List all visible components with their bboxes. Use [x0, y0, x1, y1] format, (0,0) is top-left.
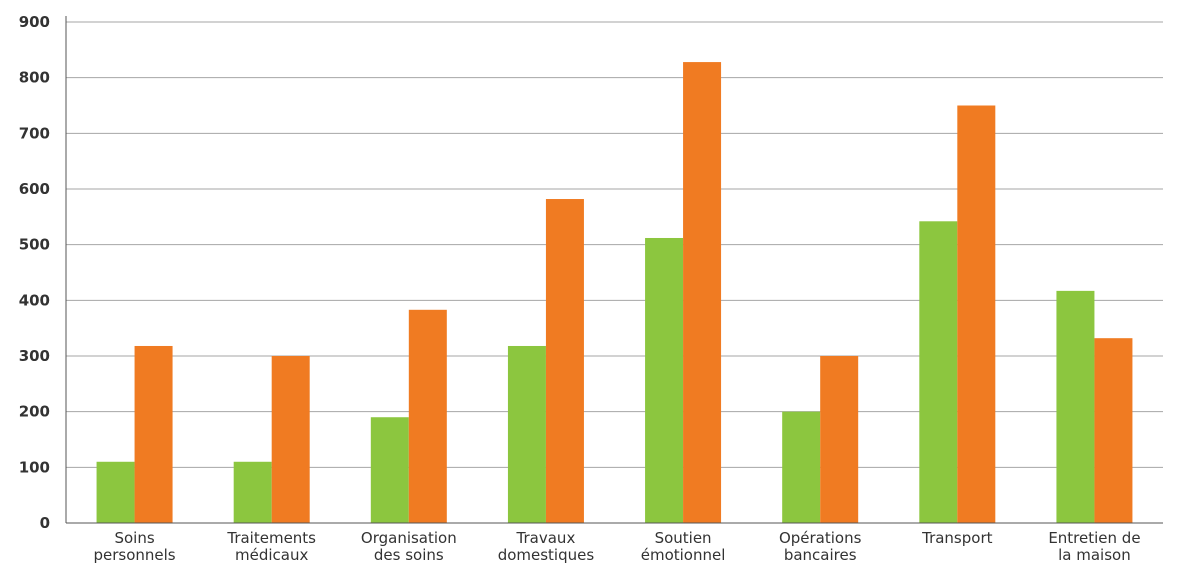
- x-tick-label-line: des soins: [374, 546, 444, 564]
- x-tick-label: Traitements médicaux: [226, 529, 316, 564]
- bar-series2-cat6: [820, 356, 859, 523]
- bar-series1-cat6: [782, 411, 821, 523]
- bars: [96, 62, 1133, 524]
- x-tick-label-line: Traitements: [226, 529, 316, 547]
- bar-series1-cat2: [233, 461, 272, 523]
- x-axis-ticks: Soins personnels Traitements médicaux Organi…: [93, 529, 1140, 564]
- x-tick-label-line: Travaux: [516, 529, 576, 547]
- axes: [65, 16, 1163, 524]
- bar-series2-cat2: [271, 356, 310, 523]
- x-tick-label-line: domestiques: [498, 546, 595, 564]
- x-tick-label: Entretien de la maison: [1048, 529, 1140, 564]
- y-tick-label: 900: [19, 13, 50, 31]
- y-tick-label: 700: [19, 124, 50, 142]
- y-tick-label: 400: [19, 291, 50, 309]
- x-tick-label: Organisation des soins: [361, 529, 457, 564]
- bar-series2-cat4: [545, 199, 584, 523]
- bar-series1-cat1: [96, 461, 135, 523]
- bar-series2-cat7: [957, 105, 996, 523]
- y-tick-label: 800: [19, 69, 50, 87]
- x-tick-label-line: personnels: [93, 546, 175, 564]
- x-tick-label: Soutien émotionnel: [641, 529, 726, 564]
- bar-series2-cat3: [408, 309, 447, 523]
- y-tick-label: 0: [40, 514, 50, 532]
- x-tick-label: Transport: [921, 529, 993, 547]
- bar-series2-cat1: [134, 345, 173, 523]
- x-tick-label-line: la maison: [1058, 546, 1131, 564]
- bar-series1-cat8: [1056, 290, 1095, 523]
- x-tick-label-line: bancaires: [784, 546, 857, 564]
- x-tick-label-line: Opérations: [779, 529, 862, 547]
- x-tick-label: Opérations bancaires: [779, 529, 862, 564]
- bar-series2-cat5: [683, 62, 722, 524]
- bar-series1-cat4: [507, 345, 546, 523]
- y-axis-ticks: 0 100 200 300 400 500 600 700 800 900: [19, 13, 50, 532]
- bar-series1-cat7: [919, 221, 958, 523]
- x-tick-label-line: Soutien: [655, 529, 712, 547]
- x-tick-label: Soins personnels: [93, 529, 175, 564]
- bar-series1-cat5: [645, 237, 684, 523]
- x-tick-label-line: émotionnel: [641, 546, 726, 564]
- x-tick-label-line: Organisation: [361, 529, 457, 547]
- bar-series1-cat3: [370, 417, 409, 523]
- x-tick-label-line: Soins: [114, 529, 154, 547]
- y-tick-label: 200: [19, 403, 50, 421]
- x-tick-label-line: Entretien de: [1048, 529, 1140, 547]
- y-tick-label: 100: [19, 458, 50, 476]
- y-tick-label: 500: [19, 236, 50, 254]
- gridlines: [66, 21, 1163, 468]
- y-tick-label: 300: [19, 347, 50, 365]
- y-tick-label: 600: [19, 180, 50, 198]
- x-tick-label: Travaux domestiques: [498, 529, 595, 564]
- bar-series2-cat8: [1094, 338, 1133, 523]
- x-tick-label-line: Transport: [921, 529, 993, 547]
- x-tick-label-line: médicaux: [235, 546, 308, 564]
